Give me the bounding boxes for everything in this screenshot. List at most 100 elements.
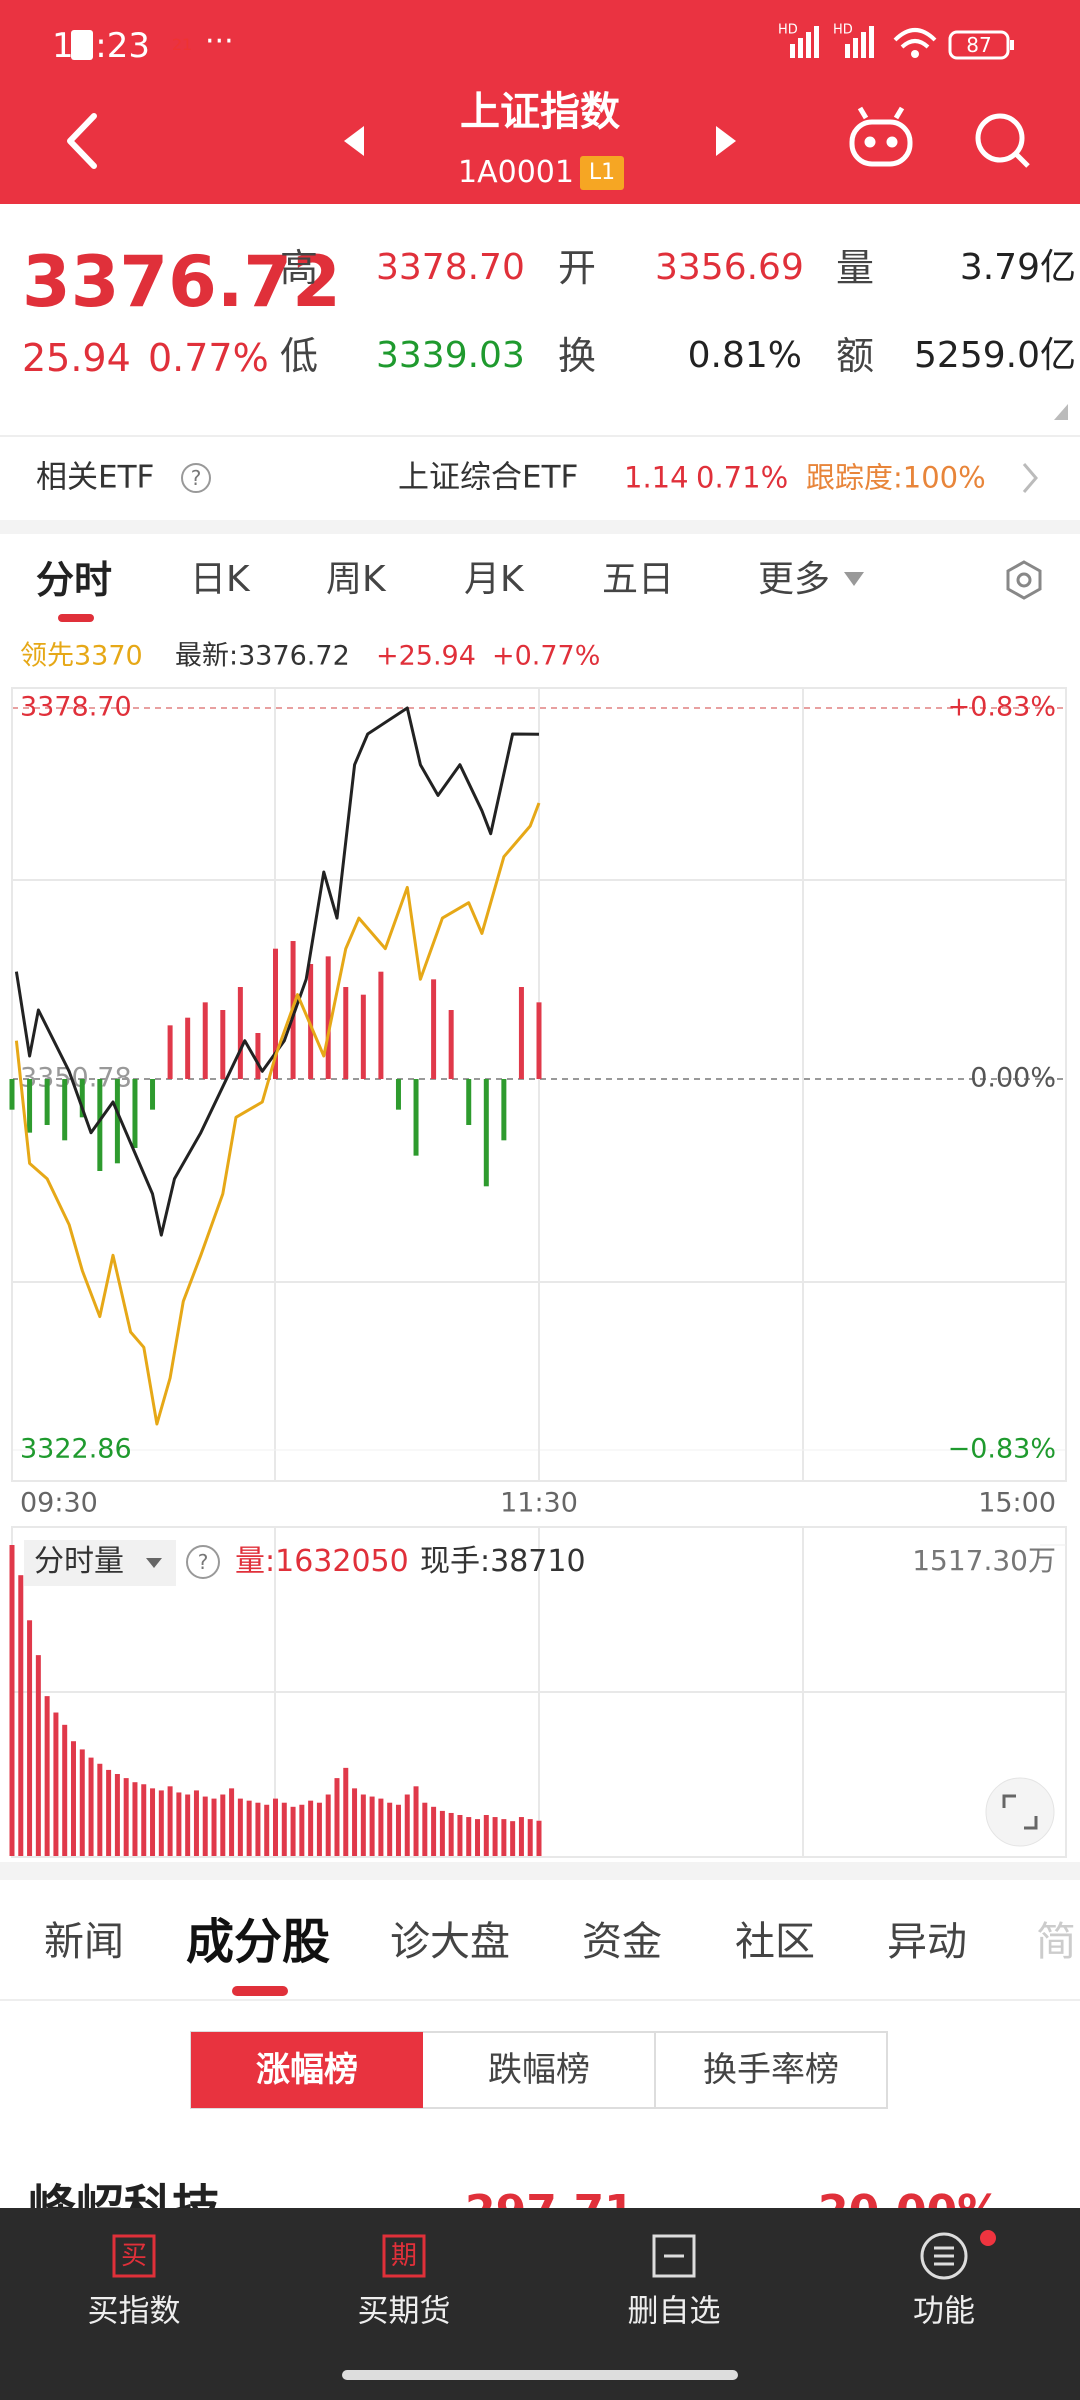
help-icon[interactable] bbox=[186, 1545, 220, 1579]
volume-bar bbox=[114, 1774, 120, 1856]
chart-tab[interactable]: 周K bbox=[326, 559, 386, 600]
rank-tab[interactable]: 跌幅榜 bbox=[488, 2050, 590, 2090]
x-tick-label: 15:00 bbox=[978, 1488, 1056, 1519]
etf-label: 相关ETF bbox=[36, 459, 155, 496]
volume-help[interactable]: ? bbox=[197, 1550, 209, 1574]
breadth-bar bbox=[27, 1079, 33, 1133]
volume-bar bbox=[299, 1804, 305, 1856]
volume-bar bbox=[439, 1810, 445, 1856]
volume-bar bbox=[18, 1575, 24, 1856]
nav-label[interactable]: 功能 bbox=[913, 2293, 975, 2330]
breadth-bar bbox=[501, 1079, 507, 1141]
volume-bar bbox=[220, 1794, 226, 1856]
volume-bar bbox=[422, 1802, 428, 1856]
quote-high: 3378.70 bbox=[376, 247, 525, 288]
status-signal: HD bbox=[778, 22, 798, 38]
breadth-bar bbox=[395, 1079, 401, 1110]
breadth-bar bbox=[378, 971, 384, 1079]
separator bbox=[0, 1862, 1080, 1880]
stock-row[interactable]: 峰岹科技 297.71 20.00% bbox=[0, 2150, 1080, 2208]
breadth-bar bbox=[413, 1079, 419, 1156]
nav-label[interactable]: 删自选 bbox=[627, 2293, 721, 2330]
robot-icon[interactable] bbox=[849, 106, 913, 167]
volume-bar bbox=[237, 1798, 243, 1856]
volume-bar bbox=[475, 1819, 481, 1856]
breadth-bar bbox=[255, 1033, 261, 1079]
fullscreen-button[interactable] bbox=[985, 1777, 1055, 1847]
volume-bar bbox=[518, 1817, 524, 1856]
etf-chevron[interactable] bbox=[1022, 463, 1038, 493]
volume-bar bbox=[211, 1798, 217, 1856]
y-pct-label: +0.83% bbox=[948, 692, 1056, 723]
nav-label[interactable]: 买指数 bbox=[87, 2293, 181, 2330]
volume-bar bbox=[387, 1802, 393, 1856]
volume-bar bbox=[378, 1798, 384, 1856]
back-button[interactable] bbox=[67, 113, 97, 169]
nav-icon-menu[interactable] bbox=[920, 2232, 968, 2280]
volume-bar bbox=[106, 1769, 112, 1856]
chart-layer: 3378.70 +0.83%3350.78 0.00%3322.86 −0.83%09… bbox=[9, 688, 1067, 1856]
volume-bar bbox=[395, 1804, 401, 1856]
price-line bbox=[14, 706, 540, 1237]
volume-bar bbox=[158, 1790, 164, 1856]
rank-tab[interactable]: 换手率榜 bbox=[703, 2050, 839, 2090]
volume-bar bbox=[70, 1741, 76, 1856]
volume-bar bbox=[448, 1812, 454, 1856]
notification-dot bbox=[980, 2230, 996, 2246]
label: 换 bbox=[558, 334, 597, 378]
help-icon[interactable] bbox=[181, 463, 211, 493]
section-tab[interactable]: 异动 bbox=[887, 1919, 967, 1965]
volume-bar bbox=[369, 1796, 375, 1856]
section-tab[interactable]: 简 bbox=[1036, 1919, 1076, 1965]
breadth-bar bbox=[97, 1079, 103, 1171]
volume-bar bbox=[229, 1788, 235, 1856]
status-battery: 87 bbox=[966, 33, 992, 57]
change-pct-label: +0.77% bbox=[492, 640, 601, 672]
volume-bar bbox=[431, 1806, 437, 1856]
prev-index[interactable] bbox=[344, 126, 364, 156]
volume-selector[interactable]: 分时量 bbox=[34, 1544, 124, 1579]
breadth-bar bbox=[360, 994, 366, 1079]
nav-icon-delete[interactable] bbox=[652, 2234, 696, 2278]
etf-name[interactable]: 上证综合ETF bbox=[398, 459, 579, 496]
tab-underline bbox=[58, 614, 94, 622]
breadth-bar bbox=[220, 1010, 226, 1079]
search-icon[interactable] bbox=[975, 113, 1030, 168]
section-tab[interactable]: 新闻 bbox=[44, 1919, 124, 1965]
etf-help[interactable]: ? bbox=[190, 466, 202, 490]
status-badge: 21 bbox=[171, 35, 193, 54]
label: 开 bbox=[558, 246, 597, 290]
section-tab[interactable]: 成分股 bbox=[186, 1914, 331, 1970]
volume-bar bbox=[413, 1786, 419, 1856]
header-title: 上证指数 bbox=[460, 89, 620, 135]
chart-tab[interactable]: 分时 bbox=[36, 558, 113, 602]
volume-bar bbox=[510, 1821, 516, 1856]
volume-bar bbox=[483, 1815, 489, 1856]
quote-open: 3356.69 bbox=[655, 247, 804, 288]
y-pct-label: 0.00% bbox=[970, 1063, 1056, 1094]
nav-icon-box bbox=[382, 2234, 426, 2278]
section-tab[interactable]: 资金 bbox=[582, 1919, 662, 1965]
chart-tab[interactable]: 更多 bbox=[758, 559, 831, 600]
label: 低 bbox=[280, 334, 319, 378]
volume-bar bbox=[316, 1802, 322, 1856]
next-index[interactable] bbox=[716, 126, 736, 156]
stock-name: 峰岹科技 bbox=[28, 2180, 221, 2208]
chart-tab[interactable]: 日K bbox=[190, 559, 250, 600]
chart-tab[interactable]: 月K bbox=[464, 559, 524, 600]
settings-icon[interactable] bbox=[1006, 560, 1042, 600]
volume-bar bbox=[246, 1800, 252, 1856]
volume-bar bbox=[9, 1545, 15, 1856]
etf-change: 0.71% bbox=[696, 460, 789, 495]
chart-tab[interactable]: 五日 bbox=[602, 559, 675, 600]
status-time: 12:23 bbox=[52, 26, 150, 66]
volume-bar bbox=[132, 1782, 138, 1856]
more-arrow[interactable] bbox=[844, 572, 864, 586]
nav-label[interactable]: 买期货 bbox=[357, 2293, 451, 2330]
breadth-bar bbox=[325, 956, 331, 1079]
section-tab[interactable]: 诊大盘 bbox=[390, 1919, 510, 1965]
rank-tab[interactable]: 涨幅榜 bbox=[256, 2050, 358, 2090]
section-tab[interactable]: 社区 bbox=[735, 1919, 815, 1965]
